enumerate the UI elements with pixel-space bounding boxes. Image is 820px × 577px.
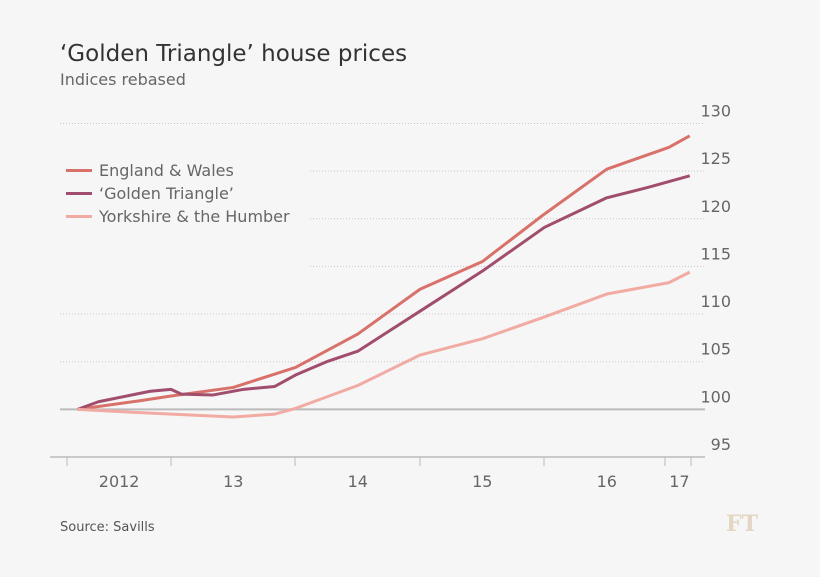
y-tick-label: 105: [700, 340, 731, 359]
series-line-1: [77, 174, 691, 411]
legend-swatch: [66, 169, 92, 172]
legend-item-england-wales: England & Wales: [66, 161, 234, 180]
y-tick-label: 130: [700, 101, 731, 120]
ft-logo: FT: [726, 511, 758, 537]
y-tick-label: 100: [700, 387, 731, 406]
x-tick-label: 16: [597, 472, 617, 491]
x-tick-label: 15: [472, 472, 492, 491]
legend-label: ‘Golden Triangle’: [99, 184, 234, 203]
legend-swatch: [66, 215, 92, 218]
y-tick-label: 95: [711, 435, 731, 454]
y-tick-label: 125: [700, 149, 731, 168]
legend-swatch: [66, 192, 92, 195]
legend-item-yorkshire: Yorkshire & the Humber: [66, 207, 290, 226]
x-tick-label: 17: [669, 472, 689, 491]
x-tick-label: 13: [223, 472, 243, 491]
x-tick-label: 2012: [99, 472, 140, 491]
legend-label: England & Wales: [99, 161, 234, 180]
y-tick-label: 115: [700, 244, 731, 263]
legend-item-golden-triangle: ‘Golden Triangle’: [66, 184, 234, 203]
legend-label: Yorkshire & the Humber: [99, 207, 290, 226]
chart-subtitle: Indices rebased: [60, 70, 186, 89]
chart-title: ‘Golden Triangle’ house prices: [60, 41, 408, 67]
source-note: Source: Savills: [60, 520, 155, 535]
series-line-0: [77, 134, 691, 411]
y-tick-label: 110: [700, 292, 731, 311]
x-tick-label: 14: [348, 472, 368, 491]
series-line-2: [77, 270, 691, 419]
y-tick-label: 120: [700, 197, 731, 216]
